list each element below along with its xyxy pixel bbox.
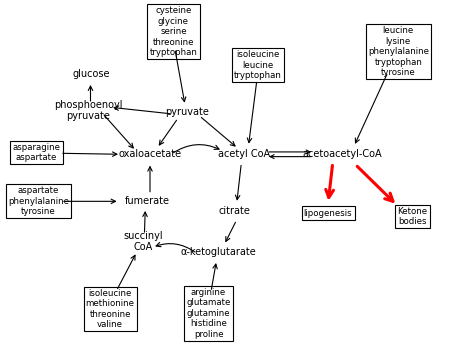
Text: aspartate
phenylalanine
tyrosine: aspartate phenylalanine tyrosine	[8, 186, 69, 216]
Text: cysteine
glycine
serine
threonine
tryptophan: cysteine glycine serine threonine trypto…	[149, 6, 197, 57]
Text: asparagine
aspartate: asparagine aspartate	[13, 143, 61, 162]
Text: acetoacetyl-CoA: acetoacetyl-CoA	[302, 149, 382, 159]
Text: arginine
glutamate
glutamine
histidine
proline: arginine glutamate glutamine histidine p…	[186, 288, 231, 338]
Text: oxaloacetate: oxaloacetate	[118, 149, 182, 159]
Text: isoleucine
leucine
tryptophan: isoleucine leucine tryptophan	[234, 50, 282, 80]
Text: Ketone
bodies: Ketone bodies	[397, 207, 428, 226]
Text: pyruvate: pyruvate	[165, 107, 210, 117]
Text: glucose: glucose	[73, 69, 110, 79]
Text: acetyl CoA: acetyl CoA	[218, 149, 270, 159]
Text: α-ketoglutarate: α-ketoglutarate	[180, 247, 256, 257]
Text: succinyl
CoA: succinyl CoA	[123, 231, 163, 253]
Text: citrate: citrate	[219, 206, 250, 216]
Text: leucine
lysine
phenylalanine
tryptophan
tyrosine: leucine lysine phenylalanine tryptophan …	[368, 27, 429, 77]
Text: isoleucine
methionine
threonine
valine: isoleucine methionine threonine valine	[86, 289, 135, 329]
Text: lipogenesis: lipogenesis	[304, 209, 352, 218]
Text: phosphoenoyl
pyruvate: phosphoenoyl pyruvate	[54, 100, 122, 121]
Text: fumerate: fumerate	[125, 196, 170, 206]
